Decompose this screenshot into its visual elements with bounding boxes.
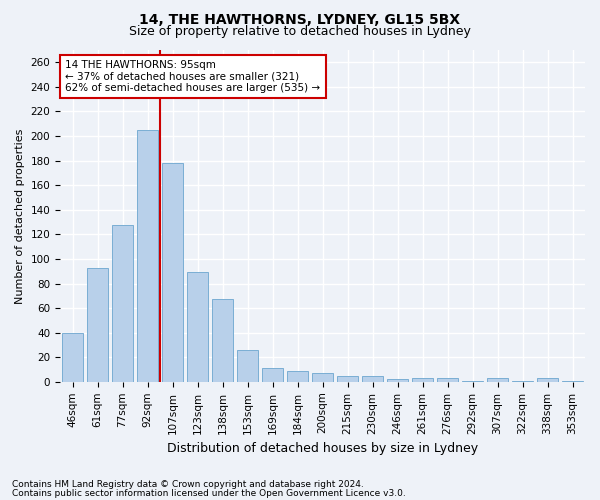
X-axis label: Distribution of detached houses by size in Lydney: Distribution of detached houses by size … [167,442,478,455]
Y-axis label: Number of detached properties: Number of detached properties [15,128,25,304]
Bar [212,300,233,382]
Bar [112,224,133,382]
Text: 14, THE HAWTHORNS, LYDNEY, GL15 5BX: 14, THE HAWTHORNS, LYDNEY, GL15 5BX [139,12,461,26]
Bar [237,350,258,382]
Bar [337,376,358,382]
Text: Size of property relative to detached houses in Lydney: Size of property relative to detached ho… [129,25,471,38]
Bar [187,272,208,382]
Text: Contains HM Land Registry data © Crown copyright and database right 2024.: Contains HM Land Registry data © Crown c… [12,480,364,489]
Text: Contains public sector information licensed under the Open Government Licence v3: Contains public sector information licen… [12,489,406,498]
Bar [262,368,283,382]
Bar [312,373,333,382]
Bar [512,380,533,382]
Bar [87,268,108,382]
Bar [387,380,408,382]
Bar [137,130,158,382]
Bar [412,378,433,382]
Bar [562,380,583,382]
Text: 14 THE HAWTHORNS: 95sqm
← 37% of detached houses are smaller (321)
62% of semi-d: 14 THE HAWTHORNS: 95sqm ← 37% of detache… [65,60,320,93]
Bar [162,163,183,382]
Bar [62,332,83,382]
Bar [487,378,508,382]
Bar [462,380,483,382]
Bar [537,378,558,382]
Bar [287,371,308,382]
Bar [437,378,458,382]
Bar [362,376,383,382]
